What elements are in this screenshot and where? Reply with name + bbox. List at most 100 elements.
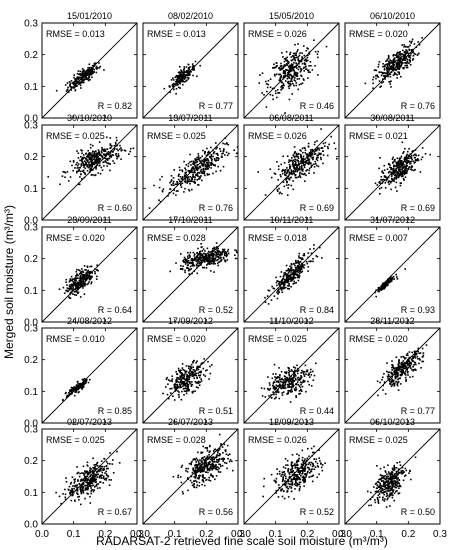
scatter-point: [196, 272, 199, 275]
scatter-point: [401, 175, 403, 178]
scatter-point: [177, 83, 179, 86]
scatter-point: [77, 285, 79, 288]
scatter-point: [178, 378, 180, 380]
scatter-point: [64, 392, 67, 395]
scatter-point: [224, 137, 227, 139]
scatter-point: [285, 172, 288, 175]
scatter-point: [210, 164, 212, 166]
scatter-point: [382, 287, 384, 289]
scatter-point: [182, 388, 185, 390]
scatter-point: [217, 264, 219, 267]
scatter-point: [384, 187, 387, 189]
y-tick-label: 0.0: [24, 419, 38, 430]
scatter-point: [203, 358, 205, 360]
scatter-point: [197, 155, 200, 157]
scatter-point: [381, 170, 384, 172]
scatter-point: [295, 82, 298, 84]
scatter-point: [281, 392, 283, 394]
scatter-point: [297, 157, 300, 159]
scatter-point: [298, 261, 301, 263]
scatter-point: [421, 147, 424, 149]
scatter-point: [81, 152, 83, 154]
scatter-point: [293, 66, 295, 68]
scatter-point: [93, 162, 95, 164]
scatter-point: [392, 156, 394, 159]
scatter-point: [283, 380, 285, 382]
scatter-point: [85, 476, 87, 478]
scatter-point: [106, 148, 109, 150]
scatter-point: [291, 279, 293, 282]
scatter-point: [298, 255, 300, 257]
scatter-point: [420, 158, 423, 161]
scatter-point: [179, 72, 181, 74]
scatter-point: [413, 364, 415, 366]
scatter-point: [278, 367, 280, 369]
scatter-point: [381, 71, 384, 74]
scatter-point: [301, 162, 303, 164]
scatter-point: [180, 177, 183, 180]
scatter-point: [60, 502, 62, 505]
scatter-point: [189, 372, 191, 375]
scatter-point: [222, 257, 225, 260]
scatter-point: [298, 175, 301, 177]
scatter-point: [185, 370, 188, 373]
scatter-point: [406, 58, 409, 61]
scatter-point: [384, 64, 386, 66]
scatter-point: [109, 144, 112, 146]
scatter-point: [225, 251, 227, 253]
scatter-point: [76, 72, 79, 75]
scatter-point: [379, 193, 381, 195]
scatter-point: [185, 171, 187, 174]
scatter-point: [313, 374, 316, 377]
scatter-point: [169, 188, 172, 191]
scatter-point: [330, 135, 332, 138]
scatter-point: [302, 370, 304, 373]
scatter-point: [189, 66, 191, 68]
scatter-point: [217, 254, 219, 256]
scatter-point: [90, 174, 93, 176]
scatter-point: [185, 173, 188, 176]
scatter-point: [279, 275, 282, 278]
scatter-point: [76, 277, 79, 279]
scatter-point: [173, 169, 175, 171]
scatter-point: [303, 371, 305, 373]
scatter-point: [387, 66, 390, 69]
scatter-point: [83, 477, 86, 480]
scatter-point: [387, 75, 389, 78]
scatter-point: [92, 150, 94, 152]
scatter-point: [79, 486, 82, 489]
scatter-point: [288, 177, 290, 180]
scatter-point: [277, 385, 279, 387]
scatter-point: [181, 176, 184, 179]
scatter-point: [395, 66, 397, 69]
scatter-point: [78, 482, 81, 485]
scatter-point: [182, 76, 184, 79]
scatter-point: [81, 159, 83, 162]
scatter-point: [184, 387, 186, 390]
scatter-point: [69, 85, 71, 88]
scatter-point: [82, 74, 85, 76]
scatter-point: [303, 62, 306, 64]
scatter-point: [279, 374, 281, 377]
scatter-point: [206, 259, 208, 261]
scatter-point: [77, 157, 80, 159]
scatter-point: [211, 262, 213, 265]
scatter-point: [417, 41, 419, 43]
scatter-points: [55, 450, 121, 506]
scatter-point: [390, 377, 393, 380]
scatter-point: [281, 52, 283, 54]
scatter-point: [190, 363, 193, 366]
scatter-point: [281, 283, 283, 285]
scatter-point: [206, 147, 208, 150]
scatter-point: [73, 288, 75, 291]
scatter-point: [398, 359, 400, 361]
y-tick-label: 0.2: [24, 50, 38, 61]
scatter-point: [296, 164, 298, 166]
scatter-point: [85, 77, 88, 79]
panel-title: 06/10/2010: [370, 11, 415, 21]
scatter-point: [293, 71, 296, 73]
scatter-point: [192, 390, 195, 393]
scatter-point: [384, 285, 386, 288]
scatter-point: [78, 383, 80, 385]
scatter-point: [172, 182, 174, 184]
